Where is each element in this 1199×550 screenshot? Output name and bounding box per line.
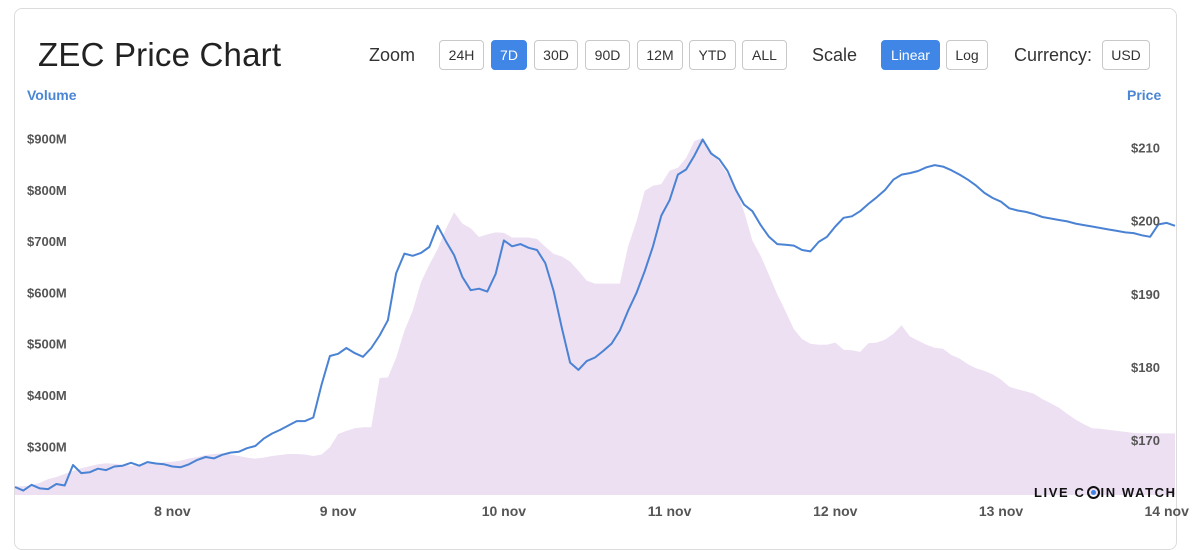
currency-label: Currency:: [1014, 45, 1093, 65]
right-axis-title: Price: [1127, 87, 1162, 103]
left-tick-label: $900M: [27, 132, 67, 147]
zoom-12m-button[interactable]: 12M: [637, 40, 683, 70]
left-tick-label: $500M: [27, 337, 67, 352]
left-tick-label: $800M: [27, 183, 67, 198]
price-line-layer[interactable]: [14, 138, 1176, 492]
page-title: ZEC Price Chart: [38, 36, 282, 73]
left-tick-label: $300M: [27, 439, 67, 454]
scale-log-button[interactable]: Log: [946, 40, 988, 70]
volume-area: [15, 138, 1175, 495]
left-axis-ticks: $300M $400M $500M $600M $700M $800M $900M: [27, 132, 67, 455]
price-line[interactable]: [14, 138, 1176, 492]
zoom-24h-button[interactable]: 24H: [439, 40, 484, 70]
right-axis-ticks: $170 $180 $190 $200 $210: [1131, 141, 1160, 449]
zoom-ytd-button[interactable]: YTD: [689, 40, 736, 70]
x-tick-label: 11 nov: [648, 503, 692, 519]
right-tick-label: $180: [1131, 360, 1160, 375]
currency-select[interactable]: USD: [1102, 40, 1150, 70]
zoom-30d-button[interactable]: 30D: [534, 40, 578, 70]
price-volume-chart: $300M $400M $500M $600M $700M $800M $900M $170…: [14, 132, 1189, 519]
logo-text-right: IN WATCH: [1100, 485, 1177, 500]
zoom-label: Zoom: [369, 45, 416, 65]
x-tick-label: 10 nov: [482, 503, 527, 519]
right-tick-label: $210: [1131, 141, 1160, 156]
scale-label: Scale: [812, 45, 858, 65]
x-tick-label: 9 nov: [320, 503, 357, 519]
x-tick-label: 8 nov: [154, 503, 191, 519]
zoom-90d-button[interactable]: 90D: [585, 40, 630, 70]
x-axis-ticks: 8 nov 9 nov 10 nov 11 nov 12 nov 13 nov 14 nov: [154, 503, 1189, 519]
left-tick-label: $700M: [27, 234, 67, 249]
volume-area-layer: [15, 138, 1175, 495]
left-tick-label: $400M: [27, 388, 67, 403]
x-tick-label: 14 nov: [1145, 503, 1190, 519]
right-tick-label: $190: [1131, 287, 1160, 302]
right-tick-label: $200: [1131, 214, 1160, 229]
coin-icon: [1086, 486, 1100, 499]
right-tick-label: $170: [1131, 433, 1160, 448]
live-coin-watch-logo: LIVE C IN WATCH: [1034, 485, 1177, 500]
scale-linear-button[interactable]: Linear: [881, 40, 940, 70]
zoom-7d-button[interactable]: 7D: [491, 40, 527, 70]
x-tick-label: 13 nov: [979, 503, 1024, 519]
left-tick-label: $600M: [27, 285, 67, 300]
zoom-all-button[interactable]: ALL: [742, 40, 787, 70]
x-tick-label: 12 nov: [813, 503, 858, 519]
logo-text-left: LIVE C: [1034, 485, 1086, 500]
left-axis-title: Volume: [27, 87, 77, 103]
